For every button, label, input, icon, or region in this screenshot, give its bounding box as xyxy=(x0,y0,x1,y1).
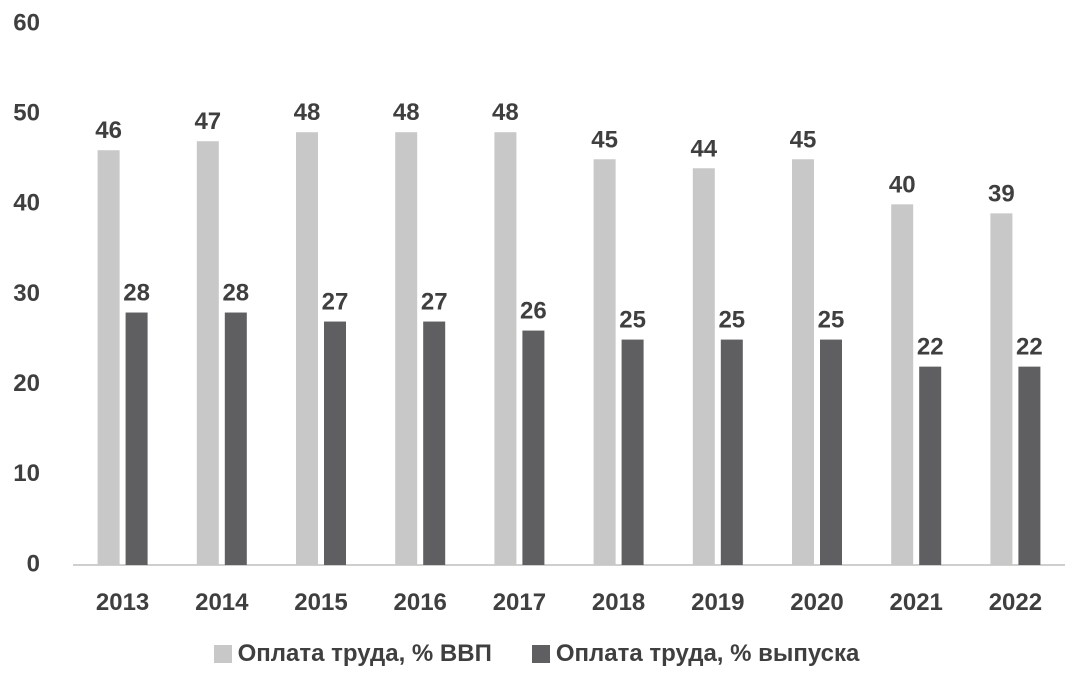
data-label-gdp: 39 xyxy=(988,180,1015,207)
x-tick-label: 2017 xyxy=(493,589,546,616)
bar-output xyxy=(820,339,842,565)
data-label-gdp: 47 xyxy=(194,108,221,135)
y-tick-label: 10 xyxy=(13,460,40,487)
data-label-output: 22 xyxy=(917,334,944,361)
data-label-output: 22 xyxy=(1016,334,1043,361)
legend-label-output: Оплата труда, % выпуска xyxy=(555,640,860,667)
bar-output xyxy=(423,321,446,565)
bar-output xyxy=(1018,366,1041,565)
x-tick-label: 2018 xyxy=(592,589,645,616)
bar-output xyxy=(621,339,644,565)
legend-label-gdp: Оплата труда, % ВВП xyxy=(237,640,492,667)
bar-gdp xyxy=(990,213,1013,565)
bar-gdp xyxy=(593,159,616,565)
y-tick-label: 50 xyxy=(13,100,40,127)
data-label-output: 25 xyxy=(718,307,745,334)
data-label-output: 28 xyxy=(123,280,150,307)
bar-gdp xyxy=(196,141,219,565)
data-label-output: 26 xyxy=(520,298,547,325)
legend-swatch-output xyxy=(531,645,550,663)
bar-chart: 0 10 20 30 40 50 60 46 28 2013 47 28 2014 48 27 2015 48 2… xyxy=(13,9,1065,616)
data-label-gdp: 46 xyxy=(95,117,122,144)
legend-item-output: Оплата труда, % выпуска xyxy=(531,640,860,668)
x-tick-label: 2020 xyxy=(790,589,843,616)
legend: Оплата труда, % ВВП Оплата труда, % выпу… xyxy=(0,640,1073,668)
bar-output xyxy=(522,330,545,565)
x-tick-label: 2022 xyxy=(989,589,1042,616)
data-label-output: 27 xyxy=(322,289,349,316)
data-label-output: 27 xyxy=(421,289,448,316)
x-tick-label: 2014 xyxy=(195,589,249,616)
bar-output xyxy=(324,321,346,565)
data-label-output: 25 xyxy=(619,307,646,334)
legend-swatch-gdp xyxy=(213,645,232,663)
bar-output xyxy=(919,366,942,565)
data-label-gdp: 48 xyxy=(294,99,321,126)
y-tick-label: 40 xyxy=(13,190,40,217)
x-tick-label: 2021 xyxy=(890,589,943,616)
data-label-output: 25 xyxy=(818,307,845,334)
data-label-output: 28 xyxy=(222,280,249,307)
data-label-gdp: 44 xyxy=(690,135,717,162)
x-tick-label: 2013 xyxy=(96,589,149,616)
data-label-gdp: 45 xyxy=(790,126,817,153)
data-label-gdp: 48 xyxy=(492,99,519,126)
bar-gdp xyxy=(395,132,418,565)
bar-output xyxy=(720,339,743,565)
x-tick-label: 2015 xyxy=(294,589,347,616)
y-tick-label: 20 xyxy=(13,370,40,397)
x-tick-label: 2019 xyxy=(691,589,744,616)
y-tick-label: 0 xyxy=(27,550,40,577)
bar-gdp xyxy=(792,159,814,565)
data-label-gdp: 48 xyxy=(393,99,420,126)
bar-gdp xyxy=(494,132,517,565)
bar-output xyxy=(125,312,148,565)
y-tick-label: 30 xyxy=(13,280,40,307)
bar-gdp xyxy=(692,168,715,565)
bar-gdp xyxy=(296,132,318,565)
data-label-gdp: 40 xyxy=(889,171,916,198)
data-label-gdp: 45 xyxy=(591,126,618,153)
bar-gdp xyxy=(891,204,914,566)
x-tick-label: 2016 xyxy=(394,589,447,616)
bar-gdp xyxy=(97,150,120,565)
bar-output xyxy=(224,312,247,565)
legend-item-gdp: Оплата труда, % ВВП xyxy=(213,640,492,668)
y-tick-label: 60 xyxy=(13,9,40,36)
